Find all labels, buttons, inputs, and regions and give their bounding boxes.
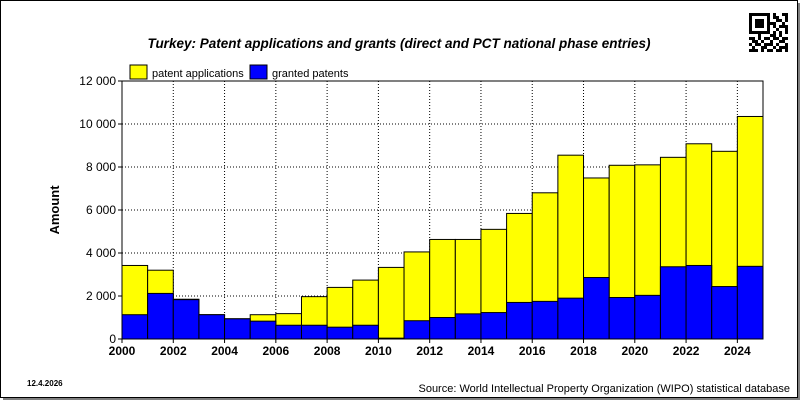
x-tick-label: 2014	[468, 344, 495, 358]
chart-title: Turkey: Patent applications and grants (…	[147, 36, 651, 51]
bar-granted-2019	[608, 297, 636, 340]
x-tick-label: 2008	[314, 344, 341, 358]
bar-granted-2003	[198, 314, 226, 340]
bar-granted-2018	[583, 277, 610, 340]
bar-granted-2015	[506, 301, 533, 340]
bar-granted-2000	[121, 314, 149, 340]
bar-granted-2009	[352, 324, 379, 340]
x-tick-label: 2002	[160, 344, 187, 358]
bar-granted-2005	[249, 320, 277, 340]
bar-granted-2002	[172, 299, 200, 340]
x-tick-label: 2022	[673, 344, 700, 358]
x-tick-label: 2024	[724, 344, 751, 358]
bar-granted-2008	[326, 326, 354, 340]
bar-granted-2021	[659, 266, 687, 340]
bar-granted-2020	[634, 294, 661, 340]
date-stamp: 12.4.2026	[27, 379, 63, 388]
bar-granted-2016	[531, 300, 559, 340]
y-tick-label: 6 000	[86, 203, 116, 217]
y-tick-label: 2 000	[86, 289, 116, 303]
x-tick-label: 2020	[621, 344, 648, 358]
x-tick-label: 2018	[570, 344, 597, 358]
bar-applications-2010	[377, 266, 405, 340]
x-tick-label: 2010	[365, 344, 392, 358]
bars-group	[121, 115, 764, 340]
legend-swatch-granted-patents	[249, 64, 268, 80]
bar-granted-2022	[685, 264, 713, 340]
y-tick-label: 8 000	[86, 160, 116, 174]
y-tick-label: 12 000	[79, 74, 116, 88]
y-axis-label: Amount	[47, 185, 62, 235]
source-note: Source: World Intellectual Property Orga…	[418, 383, 790, 395]
bar-granted-2007	[300, 324, 328, 340]
legend-label-patent-applications: patent applications	[152, 68, 244, 80]
bar-granted-2014	[480, 312, 508, 340]
bar-granted-2023	[711, 286, 738, 340]
x-tick-label: 2006	[262, 344, 289, 358]
bar-granted-2006	[275, 324, 302, 340]
bar-granted-2013	[454, 313, 482, 340]
bar-granted-2001	[147, 292, 174, 340]
legend-label-granted-patents: granted patents	[272, 68, 349, 80]
x-tick-label: 2016	[519, 344, 546, 358]
legend-swatch-patent-applications	[129, 64, 148, 80]
x-axis: 2000 2002 2004 2006 2008 2010 2012 2014 2016 2018…	[109, 339, 751, 358]
bar-granted-2017	[557, 297, 585, 340]
y-axis: 0 2 000 4 000 6 000 8 000 10 000 12 000	[79, 74, 122, 346]
x-tick-label: 2000	[109, 344, 136, 358]
y-tick-label: 4 000	[86, 246, 116, 260]
qr-code-icon	[749, 13, 788, 52]
legend: patent applications granted patents	[129, 64, 349, 80]
x-tick-label: 2012	[416, 344, 443, 358]
bar-granted-2024	[736, 265, 764, 340]
y-tick-label: 10 000	[79, 117, 116, 131]
bar-granted-2012	[429, 317, 456, 340]
bar-granted-2011	[403, 320, 431, 340]
x-tick-label: 2004	[211, 344, 238, 358]
bar-granted-2004	[224, 318, 251, 340]
y-tick-label: 0	[109, 332, 116, 346]
